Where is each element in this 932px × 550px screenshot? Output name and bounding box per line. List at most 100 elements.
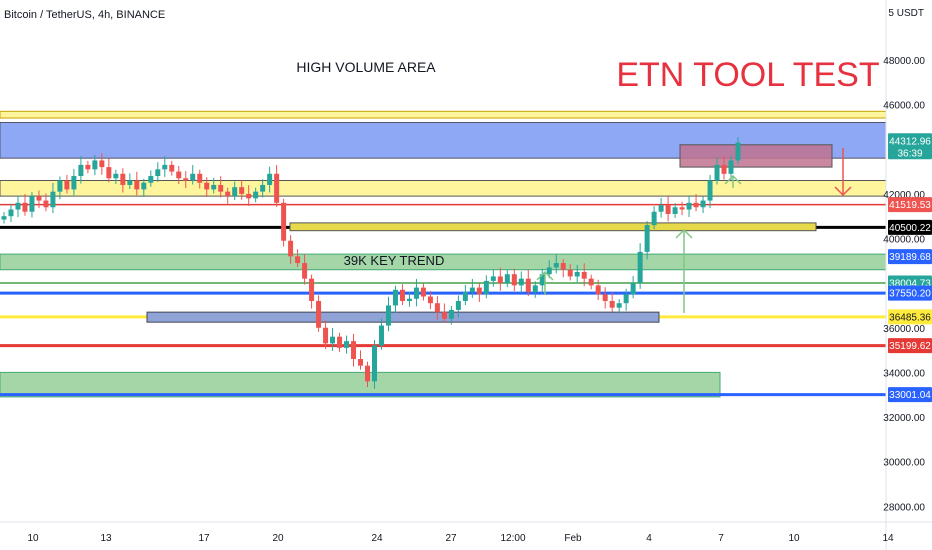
- zones-layer: [0, 110, 887, 398]
- candle-body: [413, 287, 419, 299]
- candle-body: [574, 271, 580, 277]
- price-tick-label: 34000.00: [883, 368, 925, 379]
- candle-body: [141, 182, 147, 190]
- candle-body: [469, 287, 475, 293]
- up-arrow-large: [675, 228, 693, 313]
- overlays-layer: [536, 148, 852, 313]
- symbol-title: Bitcoin / TetherUS, 4h, BINANCE: [4, 9, 166, 21]
- candle-body: [483, 280, 489, 295]
- price-tag-bg: [888, 387, 932, 403]
- candle-body: [365, 365, 371, 382]
- candle-body: [616, 303, 622, 308]
- candle-body: [707, 180, 713, 201]
- candle-body: [92, 160, 98, 170]
- candle-body: [134, 180, 140, 190]
- price-axis: 48000.00 46000.00 42000.00 40000.00 36000.00…: [883, 56, 925, 513]
- candle-body: [455, 300, 461, 310]
- candle-body: [476, 287, 482, 295]
- price-tag-value: 41519.53: [889, 200, 931, 211]
- candle-body: [281, 202, 287, 241]
- candle-body: [630, 283, 636, 295]
- candle-body: [1, 216, 7, 220]
- candle-body: [316, 300, 322, 328]
- candle-body: [490, 276, 496, 281]
- candle-body: [721, 164, 727, 174]
- candle-body: [232, 187, 238, 197]
- price-tag-value: 40500.22: [889, 223, 931, 234]
- time-tick-label: 7: [718, 533, 724, 544]
- price-tick-label: 46000.00: [883, 101, 925, 112]
- time-tick-label: 4: [646, 533, 652, 544]
- price-tag: 33001.04: [888, 387, 932, 403]
- time-tick-label: 27: [445, 533, 457, 544]
- candle-body: [197, 173, 203, 183]
- candle-body: [323, 327, 329, 344]
- candle-body: [434, 303, 440, 313]
- down-arrow: [834, 148, 852, 197]
- top-yellow-band: [0, 110, 887, 119]
- candle-body: [190, 173, 196, 181]
- candle-body: [406, 298, 412, 301]
- candle-body: [651, 211, 657, 226]
- time-axis: 10 13 17 20 24 27 12:00 Feb 4 7 10 14: [27, 533, 894, 544]
- candle-body: [728, 160, 734, 174]
- candle-body: [420, 287, 426, 297]
- candle-body: [595, 285, 601, 295]
- candle-body: [71, 176, 77, 190]
- candle-body: [253, 191, 259, 199]
- candle-body: [106, 167, 112, 179]
- candle-body: [337, 336, 343, 348]
- blue-support-box: [146, 311, 660, 323]
- candle-body: [462, 292, 468, 301]
- candle-body: [518, 278, 524, 286]
- up-arrow-top: [724, 174, 742, 188]
- candle-body: [8, 209, 14, 217]
- candle-body: [511, 274, 517, 286]
- time-tick-label: Feb: [564, 533, 582, 544]
- candle-body: [120, 173, 126, 185]
- key-trend-label: 39K KEY TREND: [344, 253, 445, 268]
- candle-body: [693, 202, 699, 208]
- candle-body: [448, 309, 454, 319]
- candle-body: [64, 180, 70, 190]
- up-arrow-large-head: [675, 228, 693, 239]
- price-tick-label: 42000.00: [883, 190, 925, 201]
- price-tag-value: 39189.68: [889, 252, 931, 263]
- price-tick-label: 30000.00: [883, 458, 925, 469]
- candle-body: [183, 178, 189, 181]
- candle-body: [658, 205, 664, 212]
- candle-body: [378, 325, 384, 346]
- price-tag-value: 33001.04: [889, 390, 931, 401]
- price-tag: 37550.20: [888, 285, 932, 301]
- price-tag-countdown: 36:39: [897, 148, 922, 159]
- price-tag-value: 38004.73: [889, 279, 931, 290]
- candle-body: [385, 305, 391, 326]
- price-tag: 40500.22: [888, 219, 932, 235]
- candle-body: [295, 256, 301, 264]
- time-tick-label: 10: [788, 533, 800, 544]
- candle-body: [330, 336, 336, 344]
- candle-body: [99, 160, 105, 168]
- candle-body: [50, 191, 56, 208]
- candle-body: [672, 207, 678, 214]
- candle-body: [127, 180, 133, 185]
- price-tick-label: 48000.00: [883, 56, 925, 67]
- price-tick-label: 32000.00: [883, 413, 925, 424]
- candle-body: [679, 207, 685, 210]
- price-tag: 39189.68: [888, 249, 932, 265]
- candle-body: [57, 180, 63, 192]
- time-tick-label: 10: [27, 533, 39, 544]
- currency-selector[interactable]: 5 USDT: [888, 8, 924, 19]
- candle-body: [260, 184, 266, 192]
- price-tag-bg: [888, 338, 932, 354]
- candle-body: [546, 267, 552, 275]
- candle-body: [22, 202, 28, 212]
- resistance-yellow-zone: [0, 179, 887, 197]
- candle-body: [246, 193, 252, 199]
- price-tick-label: 28000.00: [883, 502, 925, 513]
- candle-body: [344, 341, 350, 348]
- candle-body: [15, 202, 21, 210]
